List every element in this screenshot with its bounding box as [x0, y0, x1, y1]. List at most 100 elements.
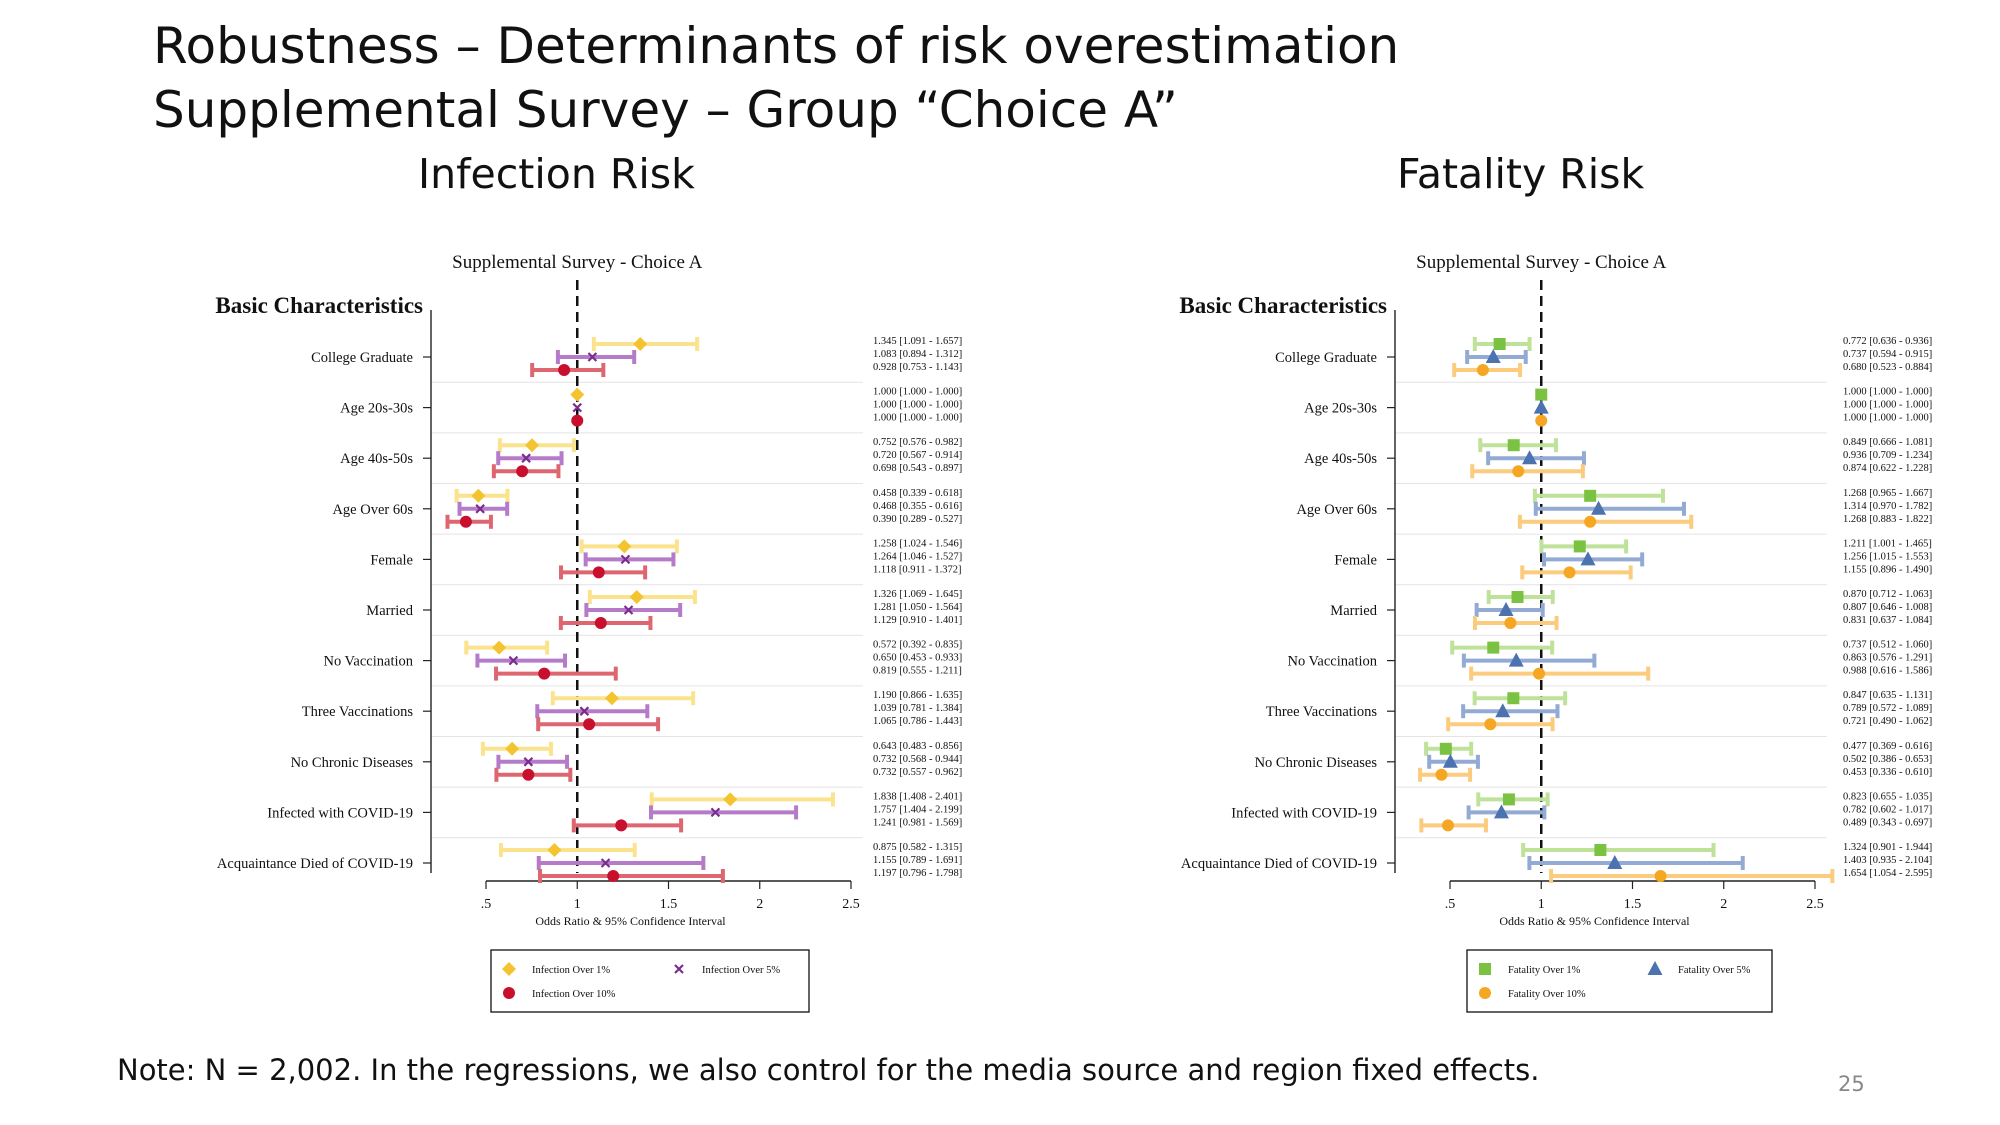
point-marker — [633, 337, 648, 351]
category-label: No Vaccination — [1287, 654, 1377, 670]
category-label: Age 20s-30s — [340, 401, 413, 417]
category-label: Three Vaccinations — [302, 704, 414, 720]
data-annotation: 1.264 [1.046 - 1.527] — [873, 551, 962, 562]
legend-label: Fatality Over 1% — [1508, 965, 1581, 976]
series-fatality-over-1- — [1424, 337, 1716, 857]
data-annotation: 0.720 [0.567 - 0.914] — [873, 450, 962, 461]
data-annotation: 0.737 [0.594 - 0.915] — [1843, 349, 1932, 360]
data-annotation: 1.258 [1.024 - 1.546] — [873, 538, 962, 549]
x-tick-label: 2 — [756, 897, 763, 912]
data-annotation: 1.757 [1.404 - 2.199] — [873, 804, 962, 815]
data-annotation: 0.807 [0.646 - 1.008] — [1843, 602, 1932, 613]
point-marker — [1563, 566, 1576, 579]
point-marker — [1507, 692, 1520, 705]
data-annotation: 0.849 [0.666 - 1.081] — [1843, 437, 1932, 448]
point-marker — [1476, 364, 1489, 376]
legend-marker — [1479, 987, 1491, 999]
category-label: College Graduate — [311, 350, 413, 366]
data-annotation: 1.654 [1.054 - 2.595] — [1843, 868, 1932, 879]
category-label: No Chronic Diseases — [291, 755, 414, 771]
data-annotation: 0.643 [0.483 - 0.856] — [873, 741, 962, 752]
point-marker — [516, 465, 529, 478]
x-axis-label: Odds Ratio & 95% Confidence Interval — [1499, 914, 1690, 928]
fatality-panel-title: Fatality Risk — [1397, 150, 1645, 198]
point-marker — [1441, 819, 1454, 832]
legend-marker — [503, 987, 515, 999]
point-marker — [1435, 768, 1448, 781]
data-annotation: 1.000 [1.000 - 1.000] — [873, 413, 962, 424]
data-annotation: 1.838 [1.408 - 2.401] — [873, 791, 962, 802]
point-marker — [587, 352, 598, 362]
legend-label: Infection Over 10% — [532, 989, 616, 1000]
legend: Fatality Over 1% Fatality Over 5% Fatality… — [1466, 949, 1773, 1013]
point-marker — [600, 858, 611, 868]
data-annotation: 0.936 [0.709 - 1.234] — [1843, 450, 1932, 461]
series-infection-over-10- — [445, 363, 725, 883]
point-marker — [623, 605, 634, 615]
point-marker — [1493, 804, 1509, 819]
data-annotation: 0.737 [0.512 - 1.060] — [1843, 640, 1932, 651]
point-marker — [524, 438, 539, 453]
data-annotation: 1.000 [1.000 - 1.000] — [1843, 387, 1932, 398]
x-tick-label: 1.5 — [660, 897, 678, 912]
category-label: Infected with COVID-19 — [1231, 805, 1377, 821]
point-marker — [505, 741, 520, 756]
data-annotation: 0.772 [0.636 - 0.936] — [1843, 336, 1932, 347]
legend-marker — [1479, 963, 1491, 975]
data-annotation: 0.680 [0.523 - 0.884] — [1843, 362, 1932, 373]
data-annotation: 0.782 [0.602 - 1.017] — [1843, 804, 1932, 815]
x-tick-label: 1 — [574, 897, 581, 912]
data-annotation: 1.197 [0.796 - 1.798] — [873, 868, 962, 879]
data-annotation: 0.721 [0.490 - 1.062] — [1843, 716, 1932, 727]
point-marker — [1512, 465, 1525, 478]
category-label: Married — [366, 603, 413, 619]
data-annotation: 1.190 [0.866 - 1.635] — [873, 690, 962, 701]
legend-marker — [674, 964, 684, 974]
category-label: No Vaccination — [323, 654, 413, 670]
data-annotation: 0.823 [0.655 - 1.035] — [1843, 791, 1932, 802]
chart-subtitle: Supplemental Survey - Choice A — [1416, 252, 1666, 273]
data-annotation: 1.083 [0.894 - 1.312] — [873, 349, 962, 360]
point-marker — [1535, 388, 1548, 401]
point-marker — [723, 792, 738, 807]
slide-title-line-1: Robustness – Determinants of risk overes… — [153, 17, 1400, 75]
category-label: Acquaintance Died of COVID-19 — [1181, 856, 1377, 872]
point-marker — [558, 364, 571, 376]
section-label: Basic Characteristics — [1179, 293, 1387, 318]
point-marker — [1522, 450, 1538, 465]
data-annotation: 0.847 [0.635 - 1.131] — [1843, 690, 1932, 701]
data-annotation: 1.241 [0.981 - 1.569] — [873, 817, 962, 828]
data-annotation: 0.489 [0.343 - 0.697] — [1843, 817, 1932, 828]
data-annotation: 1.256 [1.015 - 1.553] — [1843, 551, 1932, 562]
point-marker — [471, 488, 486, 503]
data-annotation: 0.988 [0.616 - 1.586] — [1843, 666, 1932, 677]
point-marker — [1533, 667, 1546, 680]
point-marker — [1439, 742, 1452, 755]
data-annotation: 0.875 [0.582 - 1.315] — [873, 842, 962, 853]
slide-title-line-2: Supplemental Survey – Group “Choice A” — [153, 81, 1178, 139]
point-marker — [1580, 551, 1596, 566]
legend-label: Infection Over 1% — [532, 965, 610, 976]
data-annotation: 1.268 [0.965 - 1.667] — [1843, 488, 1932, 499]
point-marker — [1498, 602, 1514, 616]
category-label: Married — [1330, 603, 1377, 619]
point-marker — [547, 843, 562, 857]
data-annotation: 1.065 [0.786 - 1.443] — [873, 716, 962, 727]
data-annotation: 1.118 [0.911 - 1.372] — [873, 564, 961, 575]
point-marker — [492, 640, 507, 655]
data-annotation: 0.390 [0.289 - 0.527] — [873, 514, 962, 525]
data-annotation: 1.155 [0.896 - 1.490] — [1843, 564, 1932, 575]
point-marker — [1504, 617, 1517, 629]
data-annotation: 0.572 [0.392 - 0.835] — [873, 640, 962, 651]
data-annotation: 1.000 [1.000 - 1.000] — [1843, 400, 1932, 411]
point-marker — [1584, 489, 1597, 502]
point-marker — [1485, 349, 1501, 363]
point-marker — [475, 504, 485, 514]
chart-subtitle: Supplemental Survey - Choice A — [452, 252, 702, 273]
data-annotation: 1.324 [0.901 - 1.944] — [1843, 842, 1932, 853]
point-marker — [1484, 718, 1497, 731]
series-infection-over-1- — [454, 337, 835, 857]
point-marker — [620, 554, 631, 565]
point-marker — [604, 691, 619, 706]
section-label: Basic Characteristics — [215, 293, 423, 318]
